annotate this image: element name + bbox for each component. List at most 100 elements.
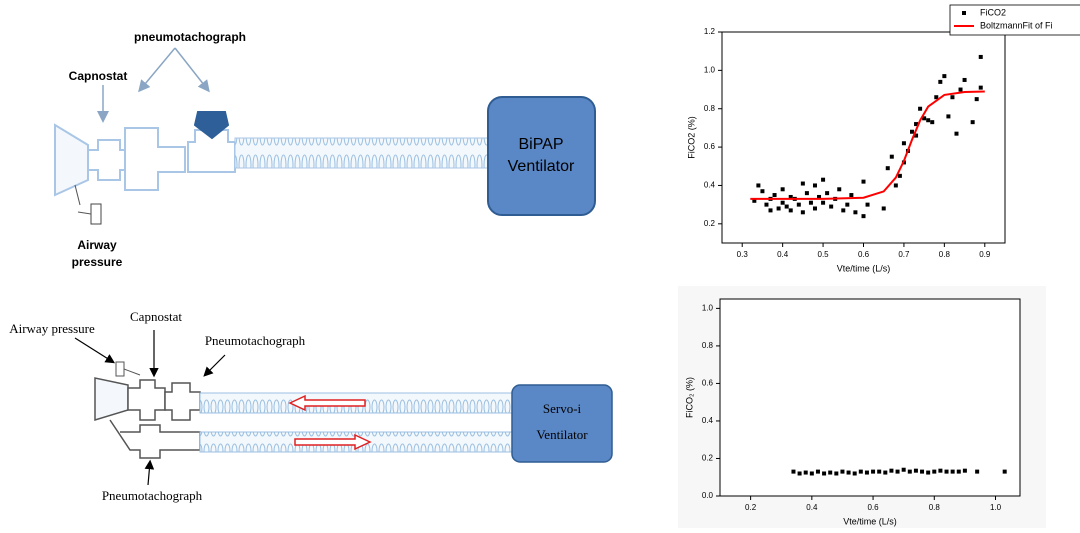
point bbox=[845, 202, 850, 207]
point bbox=[752, 198, 757, 203]
point bbox=[800, 181, 805, 186]
point bbox=[764, 202, 769, 207]
device-label: BiPAP bbox=[518, 136, 563, 153]
point bbox=[918, 106, 923, 111]
point bbox=[944, 469, 949, 474]
point bbox=[808, 200, 813, 205]
point bbox=[885, 166, 890, 171]
point bbox=[889, 154, 894, 159]
y-tick-label: 1.2 bbox=[704, 27, 716, 36]
plot-area bbox=[719, 298, 1021, 497]
point bbox=[788, 208, 793, 213]
point bbox=[974, 97, 979, 102]
x-tick-label: 0.8 bbox=[939, 250, 951, 259]
point bbox=[864, 470, 869, 475]
point bbox=[975, 469, 980, 474]
point bbox=[834, 471, 839, 476]
legend-label: BoltzmannFit of Fi bbox=[980, 20, 1053, 30]
point bbox=[796, 202, 801, 207]
point bbox=[901, 467, 906, 472]
y-tick-label: 1.0 bbox=[702, 303, 714, 312]
point bbox=[932, 469, 937, 474]
label: Capnostat bbox=[130, 309, 182, 324]
x-tick-label: 0.6 bbox=[867, 503, 879, 512]
point bbox=[938, 79, 943, 84]
point bbox=[776, 206, 781, 211]
point bbox=[926, 118, 931, 123]
point bbox=[760, 189, 765, 194]
point bbox=[883, 470, 888, 475]
point bbox=[938, 468, 943, 473]
point bbox=[889, 468, 894, 473]
point bbox=[852, 471, 857, 476]
device-label: Ventilator bbox=[508, 158, 575, 175]
point bbox=[853, 210, 858, 215]
x-tick-label: 0.4 bbox=[777, 250, 789, 259]
point bbox=[956, 469, 961, 474]
point bbox=[907, 469, 912, 474]
point bbox=[768, 208, 773, 213]
point bbox=[861, 179, 866, 184]
point bbox=[942, 74, 947, 79]
point bbox=[829, 204, 834, 209]
y-tick-label: 1.0 bbox=[704, 65, 716, 74]
point bbox=[797, 471, 802, 476]
x-tick-label: 0.5 bbox=[818, 250, 830, 259]
y-tick-label: 0.2 bbox=[702, 454, 714, 463]
y-tick-label: 0.6 bbox=[704, 142, 716, 151]
label: Airway bbox=[77, 238, 117, 252]
point bbox=[897, 173, 902, 178]
point bbox=[934, 95, 939, 100]
y-tick-label: 0.4 bbox=[704, 181, 716, 190]
label: Airway pressure bbox=[9, 321, 95, 336]
bottom-diagram bbox=[74, 330, 613, 486]
point bbox=[914, 122, 919, 127]
legend-swatch bbox=[962, 11, 966, 15]
point bbox=[788, 194, 793, 199]
point bbox=[817, 194, 822, 199]
point bbox=[791, 469, 796, 474]
point bbox=[946, 114, 951, 119]
point bbox=[913, 468, 918, 473]
plot-area bbox=[721, 31, 1006, 244]
x-axis-label: Vte/time (L/s) bbox=[843, 516, 897, 526]
point bbox=[950, 95, 955, 100]
label: pressure bbox=[72, 255, 123, 269]
y-axis-label: FiCO₂ (%) bbox=[684, 377, 694, 418]
x-tick-label: 0.7 bbox=[898, 250, 910, 259]
point bbox=[901, 141, 906, 146]
point bbox=[840, 469, 845, 474]
point bbox=[910, 129, 915, 134]
device-label: Ventilator bbox=[536, 427, 588, 442]
point bbox=[893, 183, 898, 188]
point bbox=[895, 469, 900, 474]
point bbox=[784, 204, 789, 209]
x-tick-label: 0.8 bbox=[929, 503, 941, 512]
point bbox=[849, 193, 854, 198]
point bbox=[877, 469, 882, 474]
legend bbox=[949, 4, 1080, 36]
x-tick-label: 0.6 bbox=[858, 250, 870, 259]
label: pneumotachograph bbox=[134, 30, 246, 44]
point bbox=[962, 77, 967, 82]
point bbox=[970, 120, 975, 125]
point bbox=[922, 116, 927, 121]
point bbox=[962, 468, 967, 473]
point bbox=[809, 471, 814, 476]
point bbox=[812, 206, 817, 211]
point bbox=[920, 469, 925, 474]
point bbox=[841, 208, 846, 213]
y-tick-label: 0.8 bbox=[704, 104, 716, 113]
point bbox=[881, 206, 886, 211]
label: Capnostat bbox=[69, 69, 128, 83]
y-tick-label: 0.0 bbox=[702, 491, 714, 500]
fit-line bbox=[750, 90, 985, 200]
point bbox=[780, 200, 785, 205]
x-axis-label: Vte/time (L/s) bbox=[837, 263, 891, 273]
point bbox=[871, 469, 876, 474]
point bbox=[803, 470, 808, 475]
point bbox=[978, 85, 983, 90]
point bbox=[1002, 469, 1007, 474]
point bbox=[800, 210, 805, 215]
